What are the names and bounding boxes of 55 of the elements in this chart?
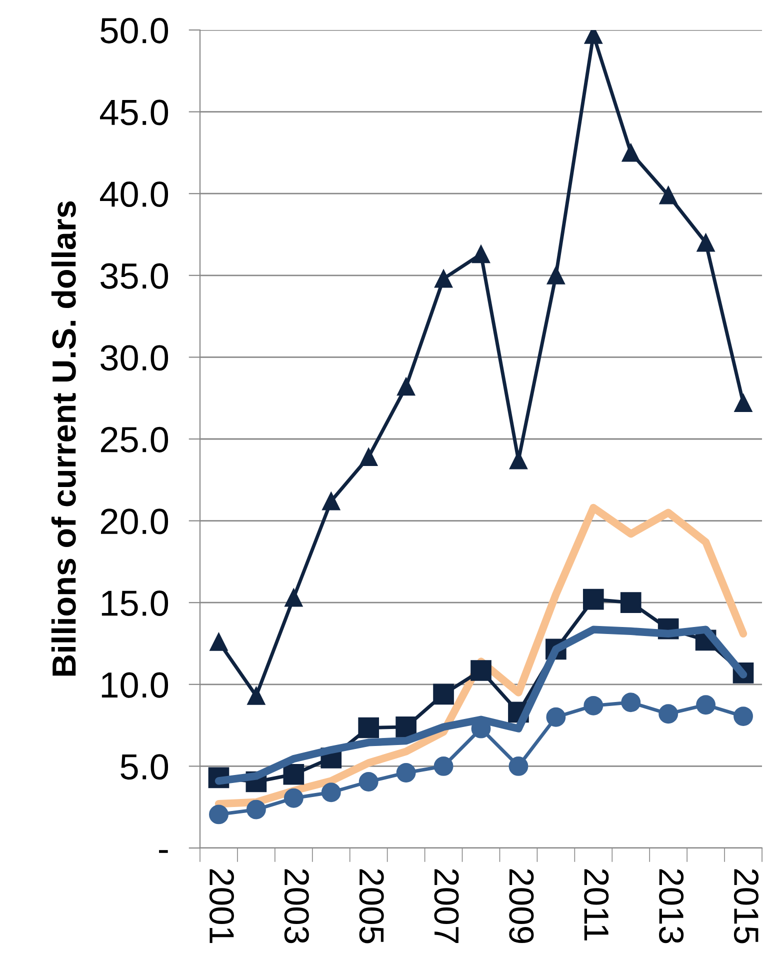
y-axis-title: Billions of current U.S. dollars: [51, 201, 76, 676]
y-tick-label: 40.0: [100, 181, 168, 208]
point: [622, 144, 640, 162]
point: [734, 706, 753, 726]
point: [509, 451, 528, 470]
y-tick-label: 15.0: [102, 590, 168, 616]
x-tick-label: 2011: [584, 869, 609, 940]
y-tick-label: 10.0: [102, 672, 168, 698]
y-tick-label: 5.0: [120, 754, 168, 780]
point: [322, 492, 340, 510]
y-tick-label: 45.0: [100, 100, 168, 126]
x-tick-label: 2013: [659, 869, 684, 944]
point: [358, 772, 378, 792]
point: [659, 186, 678, 204]
point: [360, 448, 378, 466]
x-tick-label: 2005: [359, 869, 384, 944]
point: [620, 592, 642, 614]
x-tick-label: 2009: [509, 869, 534, 944]
point: [584, 696, 604, 716]
point: [358, 717, 380, 738]
y-tick-label: 25.0: [100, 426, 168, 452]
y-tick-label: -: [159, 850, 168, 853]
point: [247, 686, 266, 705]
point: [582, 588, 604, 610]
point: [470, 660, 492, 681]
point: [396, 763, 416, 782]
point: [546, 707, 566, 727]
y-tick-label: 50.0: [100, 18, 168, 44]
y-tick-label: 30.0: [100, 345, 168, 371]
point: [696, 234, 715, 252]
point: [508, 756, 528, 776]
point: [734, 394, 752, 412]
y-tick-label: 35.0: [100, 263, 168, 289]
point: [210, 632, 228, 651]
point: [434, 270, 453, 288]
point: [472, 245, 490, 264]
y-tick-label: 20.0: [100, 508, 168, 534]
point: [246, 800, 266, 820]
x-tick-label: 2003: [284, 869, 309, 944]
x-tick-label: 2015: [734, 869, 759, 944]
point: [434, 756, 454, 776]
point: [284, 788, 304, 808]
point: [658, 704, 678, 724]
x-tick-label: 2007: [434, 869, 459, 943]
point: [284, 588, 303, 607]
point: [433, 684, 454, 705]
x-tick-label: 2001: [209, 869, 234, 943]
point: [321, 782, 341, 802]
point: [696, 695, 716, 715]
point: [283, 764, 304, 785]
point: [397, 378, 416, 396]
point: [546, 266, 565, 284]
point: [621, 692, 641, 712]
point: [209, 804, 228, 824]
point: [396, 716, 416, 738]
